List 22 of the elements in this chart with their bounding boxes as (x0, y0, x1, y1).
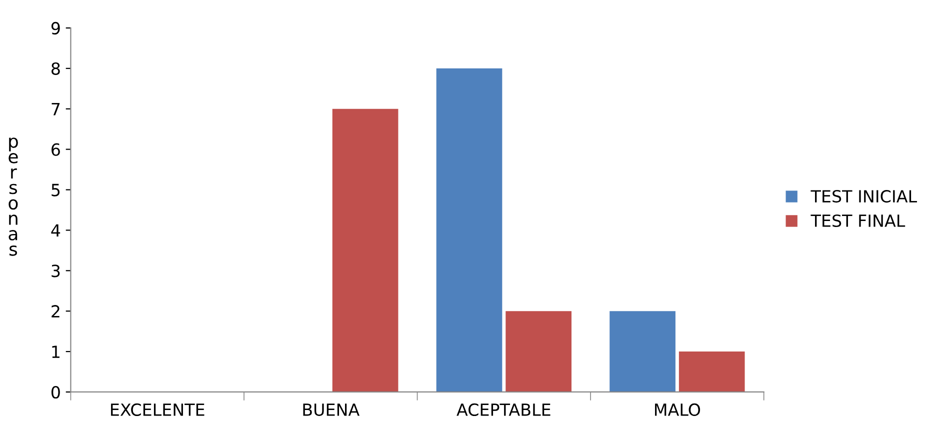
y-tick-label: 2 (52, 305, 60, 318)
y-tick-label: 6 (52, 143, 60, 156)
y-tick-label: 8 (52, 62, 60, 75)
bar (506, 311, 572, 392)
legend-label: TEST INICIAL (810, 190, 917, 203)
y-axis-title: personas (8, 138, 18, 256)
y-tick-label: 9 (51, 22, 60, 35)
x-tick-label: ACEPTABLE (456, 403, 550, 416)
y-tick-label: 4 (51, 224, 60, 237)
y-tick-label: 5 (52, 184, 60, 196)
y-tick-label: 1 (52, 346, 60, 358)
x-tick-label: BUENA (303, 404, 360, 416)
legend-label: TEST FINAL (810, 214, 906, 228)
x-tick-label: EXCELENTE (111, 403, 204, 416)
x-tick-label: MALO (655, 403, 700, 416)
y-tick-label: 3 (52, 264, 60, 278)
y-tick-label: 0 (52, 386, 60, 399)
bar (610, 311, 676, 392)
bar (678, 352, 745, 392)
y-tick-label: 7 (52, 103, 60, 116)
bar (436, 68, 502, 392)
bar (332, 108, 398, 392)
